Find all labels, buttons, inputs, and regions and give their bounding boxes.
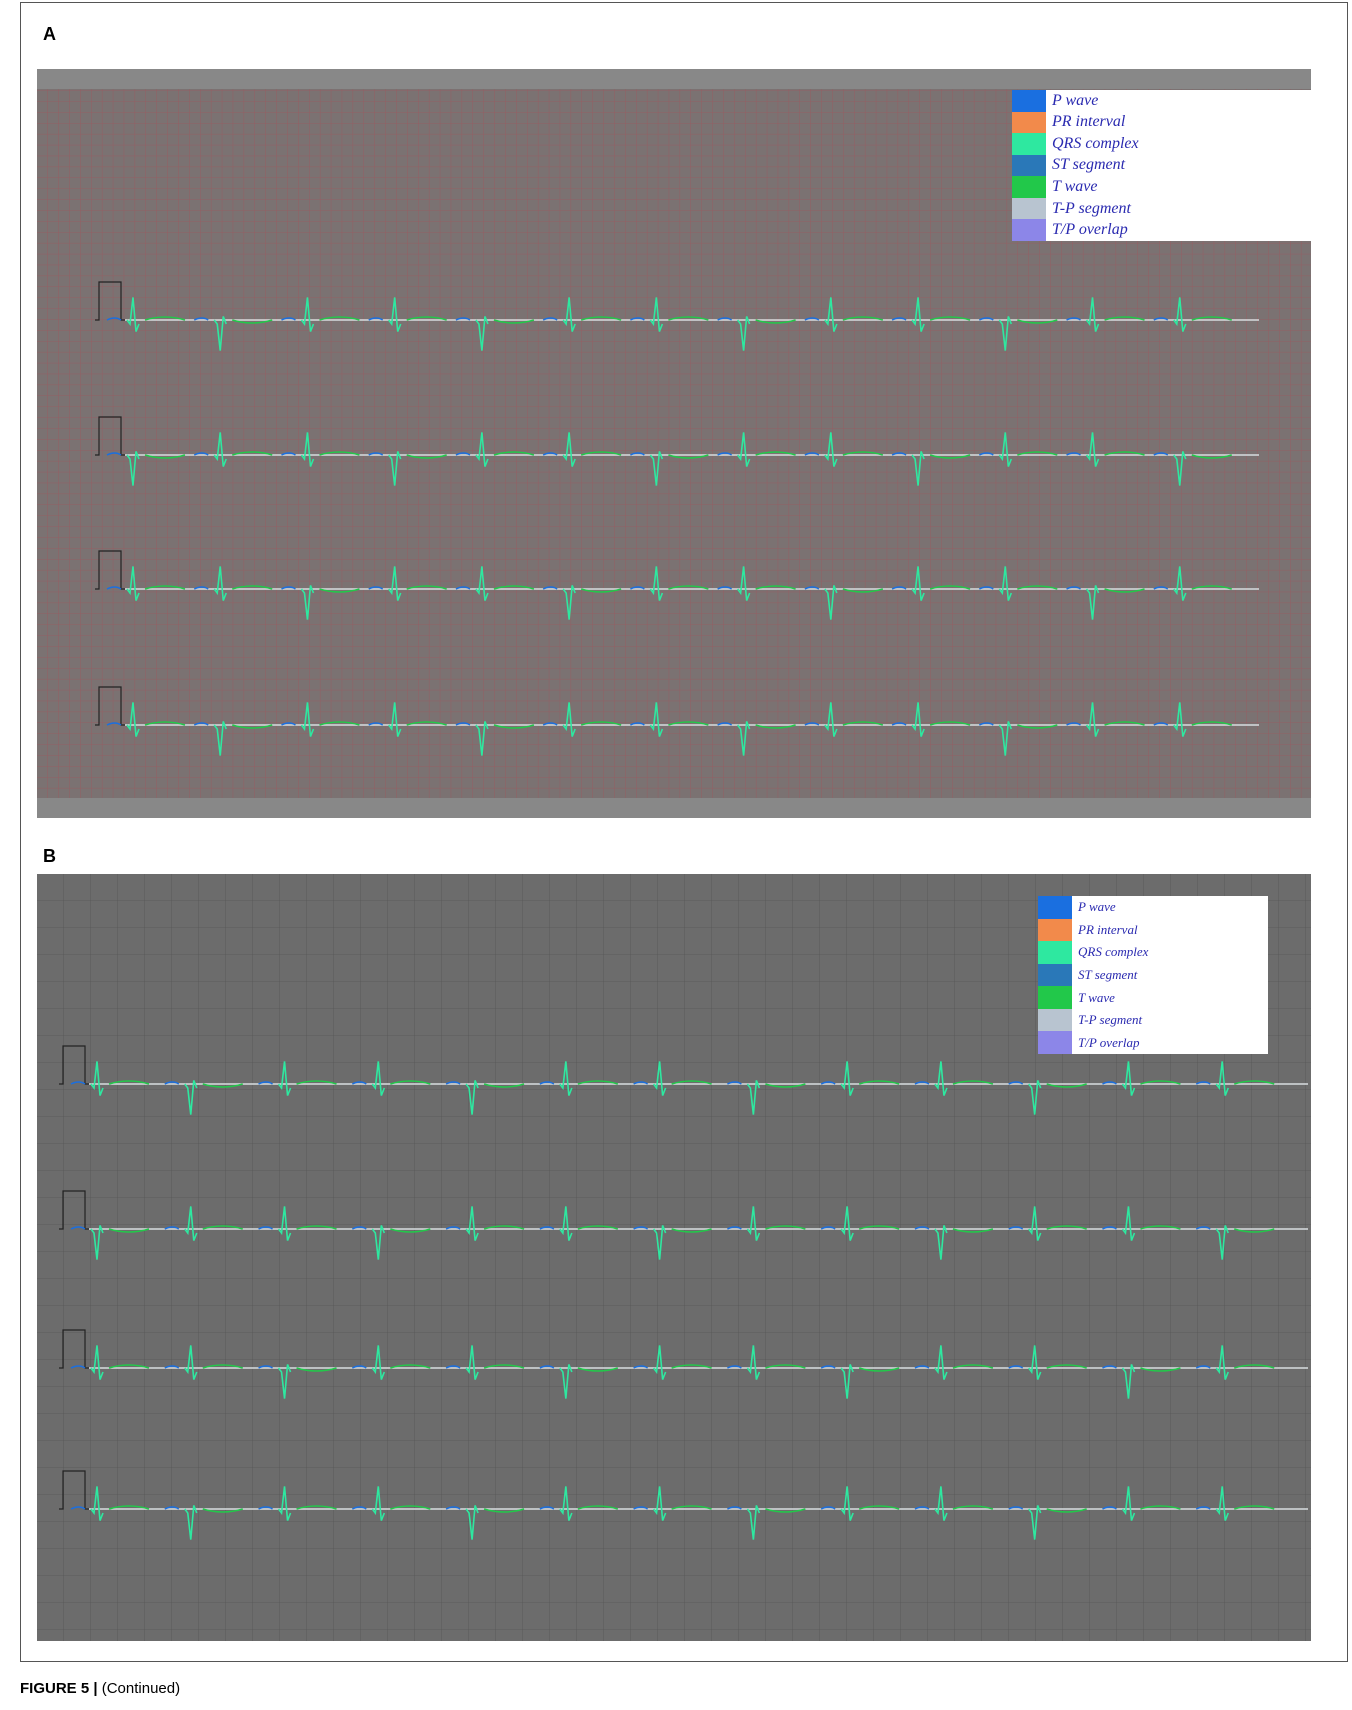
legend-item: QRS complex	[1012, 133, 1311, 155]
legend-swatch	[1012, 112, 1046, 134]
caption: FIGURE 5 | (Continued)	[20, 1680, 180, 1697]
legend-swatch	[1038, 1031, 1072, 1054]
legend-label: T wave	[1078, 990, 1115, 1006]
legend-label: T/P overlap	[1052, 221, 1128, 239]
legend-item: T-P segment	[1038, 1009, 1268, 1032]
legend-item: T-P segment	[1012, 198, 1311, 220]
legend-swatch	[1012, 198, 1046, 220]
legend-label: T wave	[1052, 178, 1097, 196]
legend-item: ST segment	[1012, 155, 1311, 177]
panel-label: B	[43, 846, 56, 867]
legend-swatch	[1038, 896, 1072, 919]
legend-swatch	[1012, 90, 1046, 112]
legend-label: QRS complex	[1052, 135, 1139, 153]
legend-swatch	[1012, 219, 1046, 241]
legend-label: P wave	[1052, 92, 1098, 110]
legend-label: ST segment	[1052, 156, 1125, 174]
legend-swatch	[1038, 919, 1072, 942]
legend-label: PR interval	[1052, 113, 1125, 131]
legend-swatch	[1012, 133, 1046, 155]
legend-label: T-P segment	[1078, 1012, 1142, 1028]
legend-item: PR interval	[1038, 919, 1268, 942]
legend-label: T/P overlap	[1078, 1035, 1140, 1051]
legend-item: PR interval	[1012, 112, 1311, 134]
legend-swatch	[1038, 964, 1072, 987]
legend: P wave PR interval QRS complex ST segment T …	[1038, 896, 1268, 1054]
legend-item: P wave	[1012, 90, 1311, 112]
legend-label: ST segment	[1078, 967, 1137, 983]
caption-text: (Continued)	[102, 1680, 180, 1697]
legend: P wave PR interval QRS complex ST segment T …	[1012, 90, 1311, 241]
legend-swatch	[1012, 155, 1046, 177]
legend-swatch	[1012, 176, 1046, 198]
legend-item: T/P overlap	[1038, 1031, 1268, 1054]
legend-item: T wave	[1038, 986, 1268, 1009]
legend-label: T-P segment	[1052, 200, 1131, 218]
legend-swatch	[1038, 986, 1072, 1009]
legend-label: QRS complex	[1078, 944, 1148, 960]
legend-item: T/P overlap	[1012, 219, 1311, 241]
legend-swatch	[1038, 1009, 1072, 1032]
legend-label: P wave	[1078, 899, 1116, 915]
legend-item: T wave	[1012, 176, 1311, 198]
legend-label: PR interval	[1078, 922, 1138, 938]
panel-label: A	[43, 24, 56, 45]
caption-label: FIGURE 5 |	[20, 1680, 98, 1697]
page: A P wave PR interval QRS complex ST segment…	[0, 0, 1352, 1710]
legend-swatch	[1038, 941, 1072, 964]
legend-item: ST segment	[1038, 964, 1268, 987]
legend-item: P wave	[1038, 896, 1268, 919]
legend-item: QRS complex	[1038, 941, 1268, 964]
